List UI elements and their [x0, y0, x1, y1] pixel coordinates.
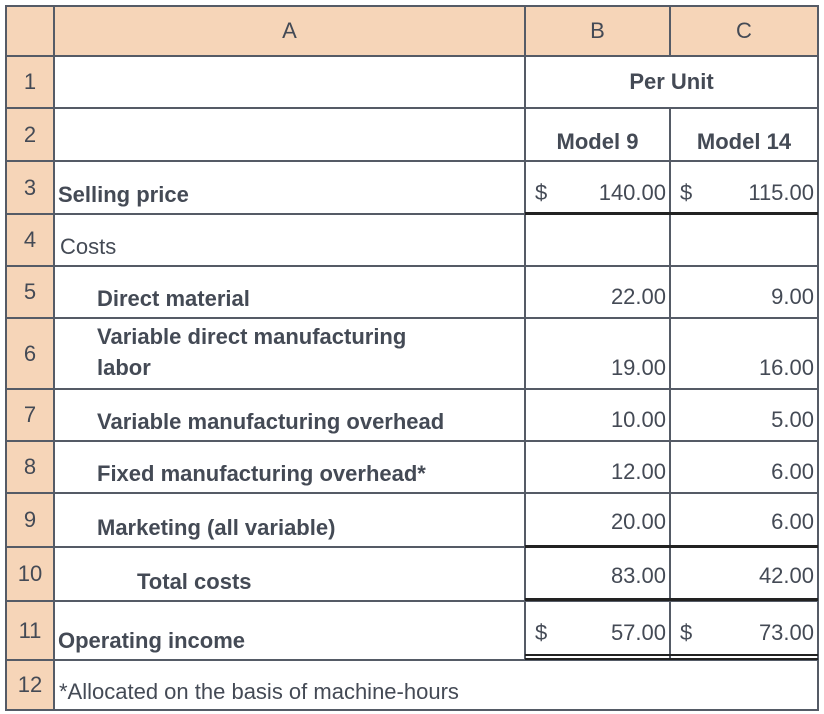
row-header-3[interactable]: 3	[6, 161, 54, 214]
operating-income-label[interactable]: Operating income	[58, 628, 246, 653]
total-costs-label[interactable]: Total costs	[137, 569, 252, 594]
row-header-11[interactable]: 11	[6, 601, 54, 660]
cell-value: 73.00	[758, 620, 814, 645]
cell-value: 115.00	[748, 180, 814, 205]
subtotal-underline	[525, 545, 818, 548]
row-header-6[interactable]: 6	[6, 318, 54, 389]
direct-material-model9[interactable]: 22.00	[610, 284, 666, 309]
selling-price-label[interactable]: Selling price	[58, 182, 189, 207]
gridline	[5, 5, 7, 711]
gridline	[5, 440, 819, 442]
row-header-8[interactable]: 8	[6, 441, 54, 493]
label-line-1: Variable direct manufacturing	[97, 324, 407, 349]
fixed-overhead-model9[interactable]: 12.00	[610, 459, 666, 484]
marketing-label[interactable]: Marketing (all variable)	[97, 515, 336, 540]
cell-value: 140.00	[598, 180, 666, 205]
row-header-7[interactable]: 7	[6, 389, 54, 441]
column-header-c[interactable]: C	[670, 6, 818, 56]
currency-symbol: $	[680, 180, 693, 205]
model-9-heading[interactable]: Model 9	[556, 129, 639, 154]
operating-income-model14[interactable]: $ 73.00	[670, 601, 818, 660]
gridline	[5, 600, 819, 602]
footnote[interactable]: *Allocated on the basis of machine-hours	[59, 679, 459, 704]
double-underline	[525, 658, 818, 660]
variable-labor-model9[interactable]: 19.00	[610, 355, 666, 380]
gridline	[5, 709, 819, 711]
column-header-a[interactable]: A	[54, 6, 525, 56]
currency-symbol: $	[535, 180, 548, 205]
gridline	[53, 5, 55, 711]
row-header-2[interactable]: 2	[6, 108, 54, 161]
costs-label[interactable]: Costs	[60, 234, 117, 259]
marketing-model9[interactable]: 20.00	[610, 509, 666, 534]
gridline	[5, 546, 819, 548]
gridline	[669, 108, 671, 660]
gridline	[5, 55, 819, 57]
row-header-10[interactable]: 10	[6, 547, 54, 601]
cell-value: 57.00	[610, 620, 666, 645]
gridline	[524, 5, 526, 660]
gridline	[5, 388, 819, 390]
gridline	[5, 492, 819, 494]
gridline	[5, 160, 819, 162]
currency-symbol: $	[680, 620, 693, 645]
variable-labor-model14[interactable]: 16.00	[758, 355, 814, 380]
marketing-model14[interactable]: 6.00	[771, 509, 814, 534]
variable-overhead-model9[interactable]: 10.00	[610, 407, 666, 432]
variable-labor-label[interactable]: Variable direct manufacturing labor	[54, 318, 525, 389]
gridline	[5, 213, 819, 215]
direct-material-label[interactable]: Direct material	[97, 286, 250, 311]
row-header-1[interactable]: 1	[6, 56, 54, 108]
currency-symbol: $	[535, 620, 548, 645]
total-costs-model14[interactable]: 42.00	[758, 563, 814, 588]
selling-price-model14[interactable]: $ 115.00	[670, 161, 818, 214]
total-costs-model9[interactable]: 83.00	[610, 563, 666, 588]
gridline	[669, 5, 671, 57]
row-header-9[interactable]: 9	[6, 493, 54, 547]
operating-income-model9[interactable]: $ 57.00	[525, 601, 670, 660]
fixed-overhead-model14[interactable]: 6.00	[771, 459, 814, 484]
model-14-heading[interactable]: Model 14	[696, 129, 792, 154]
per-unit-heading[interactable]: Per Unit	[629, 69, 714, 94]
direct-material-model14[interactable]: 9.00	[771, 284, 814, 309]
fixed-overhead-label[interactable]: Fixed manufacturing overhead*	[97, 461, 426, 486]
gridline	[5, 659, 819, 661]
label-line-2: labor	[97, 355, 151, 380]
variable-overhead-label[interactable]: Variable manufacturing overhead	[97, 409, 445, 434]
subtotal-underline	[525, 598, 818, 601]
gridline	[5, 5, 819, 7]
row-header-12[interactable]: 12	[6, 660, 54, 710]
double-underline	[525, 654, 818, 656]
gridline	[5, 265, 819, 267]
column-header-b[interactable]: B	[525, 6, 670, 56]
selling-price-model9[interactable]: $ 140.00	[525, 161, 670, 214]
gridline	[817, 5, 819, 711]
row-header-5[interactable]: 5	[6, 266, 54, 318]
gridline	[5, 107, 819, 109]
row-header-4[interactable]: 4	[6, 214, 54, 266]
corner-cell[interactable]	[6, 6, 54, 56]
variable-overhead-model14[interactable]: 5.00	[771, 407, 814, 432]
gridline	[5, 317, 819, 319]
subtotal-underline	[525, 212, 818, 215]
